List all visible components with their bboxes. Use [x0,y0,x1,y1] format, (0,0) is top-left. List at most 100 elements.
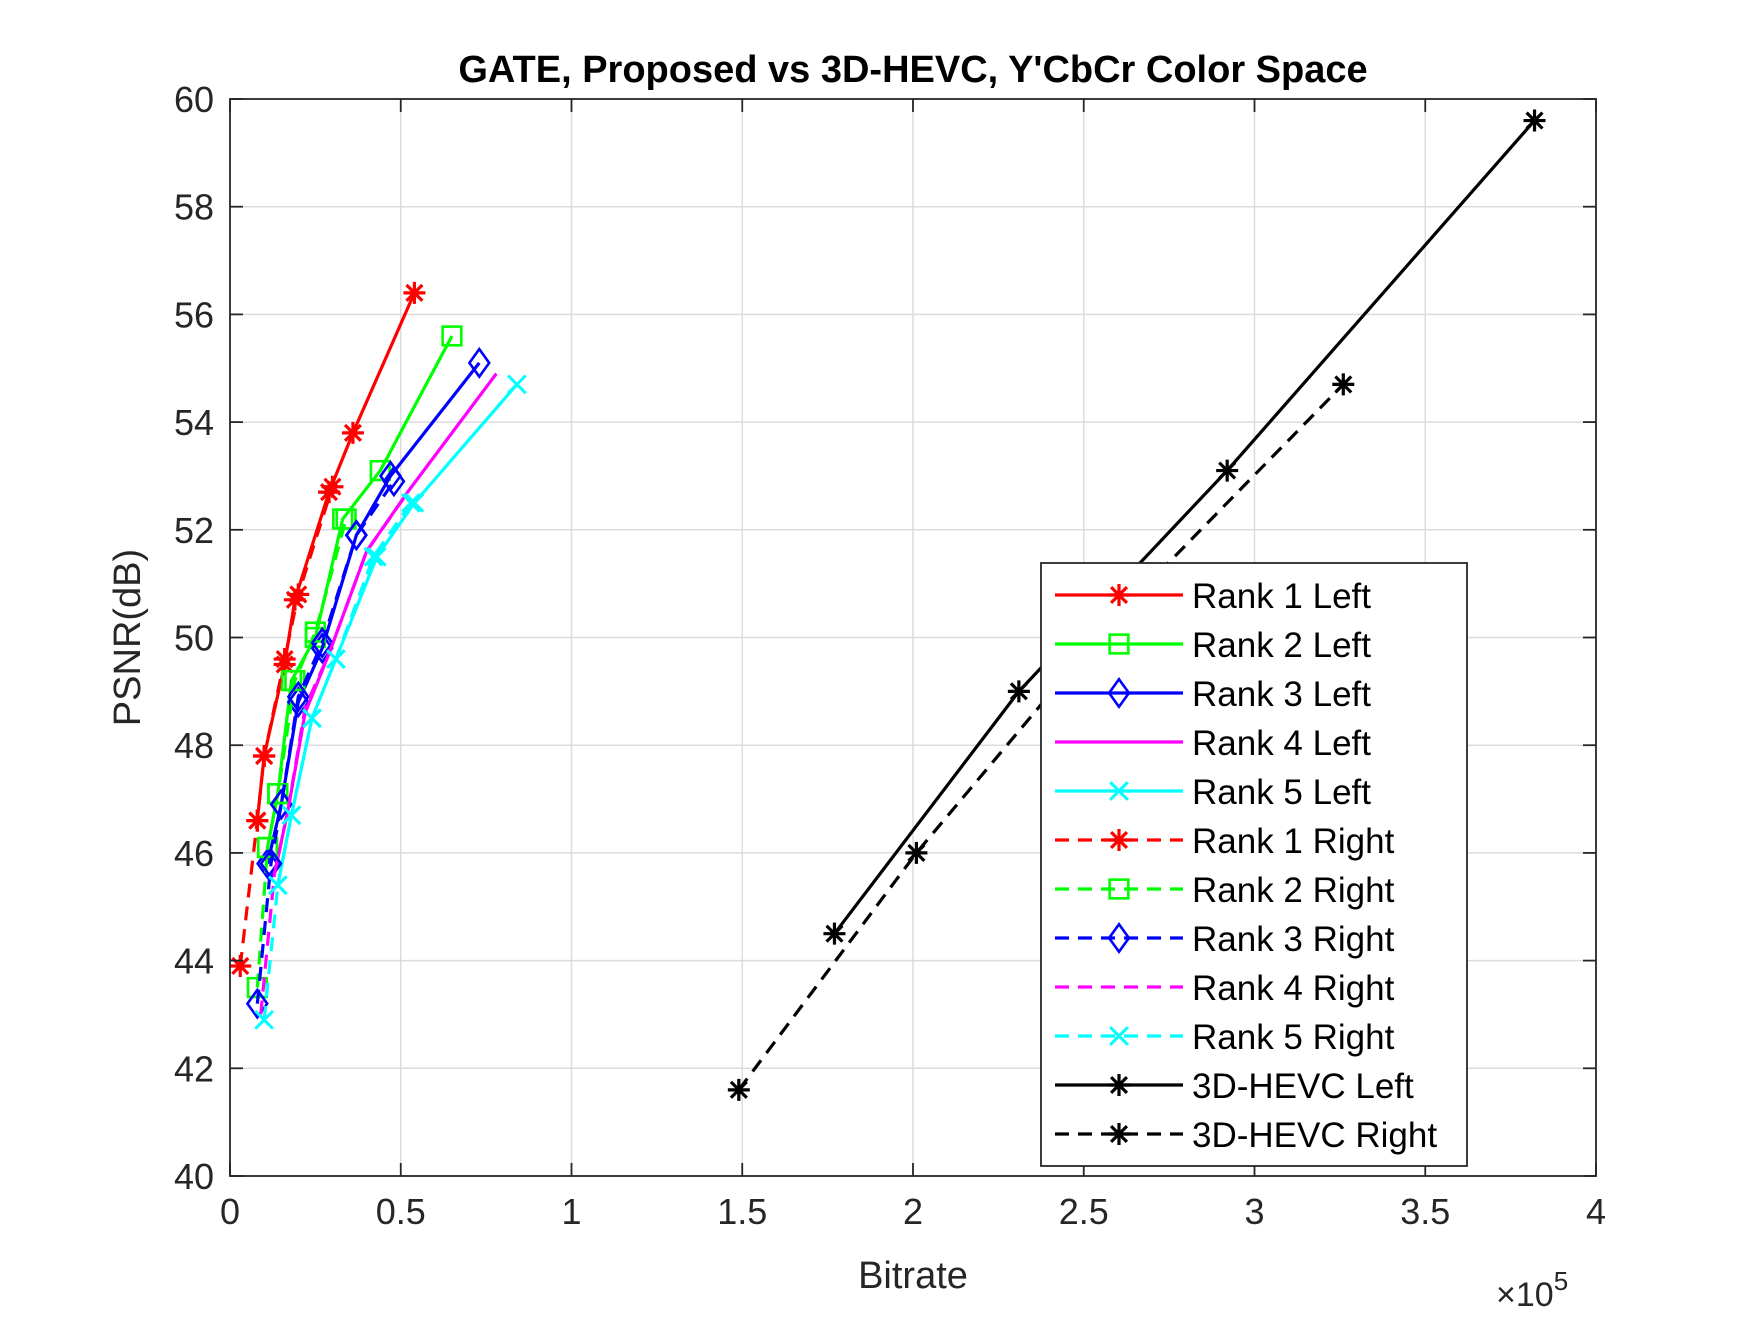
data-point-square [441,325,463,347]
data-point-diamond [310,632,334,665]
data-point-asterisk [1523,109,1546,132]
data-point-asterisk [823,922,846,945]
data-point-x [1109,781,1129,801]
x-tick-label: 3 [1244,1191,1264,1232]
data-point-asterisk [1108,829,1130,851]
data-point-asterisk [1108,584,1130,606]
y-tick-label: 56 [174,294,214,335]
data-point-asterisk [341,421,364,444]
data-point-x [281,805,302,826]
data-point-diamond [286,686,310,719]
data-point-diamond [269,788,293,821]
x-tick-label: 0.5 [376,1191,426,1232]
legend-item: Rank 1 Right [1055,822,1395,861]
data-point-x [363,546,384,567]
legend-item: Rank 5 Left [1055,773,1371,812]
legend: Rank 1 Left Rank 2 Left Rank 3 Left Rank 4 … [1040,562,1468,1167]
y-tick-label: 50 [174,618,214,659]
data-point-asterisk [273,648,296,671]
x-exponent-base: ×10 [1496,1276,1554,1313]
legend-label: Rank 3 Right [1192,920,1395,959]
data-point-diamond [286,680,310,713]
data-point-asterisk [905,841,928,864]
legend-item: Rank 5 Right [1055,1018,1395,1057]
data-point-diamond [256,847,280,880]
y-tick-label: 40 [174,1156,214,1197]
data-point-asterisk [287,583,310,606]
x-tick-label: 0 [220,1191,240,1232]
data-point-x [302,708,322,729]
y-tick-label: 48 [174,725,214,766]
data-point-x [267,875,288,896]
data-point-asterisk [321,475,344,498]
y-tick-label: 54 [174,402,214,443]
data-point-x [506,374,527,395]
legend-label: 3D-HEVC Right [1192,1116,1437,1155]
data-point-x [1109,1026,1129,1046]
legend-item: Rank 1 Left [1055,577,1371,616]
legend-item: Rank 4 Left [1055,724,1371,763]
legend-label: 3D-HEVC Left [1192,1067,1414,1106]
y-axis-label: PSNR(dB) [107,549,149,726]
data-point-square [1108,633,1130,655]
series-line [737,383,1345,1091]
series-line [259,496,406,1015]
legend-item: Rank 2 Left [1055,626,1371,665]
data-point-diamond [1107,922,1131,954]
data-point-asterisk [727,1078,750,1101]
data-point-asterisk [1007,680,1030,703]
data-point-diamond [382,465,406,498]
legend-label: Rank 4 Right [1192,969,1395,1008]
legend-label: Rank 2 Left [1192,626,1371,665]
data-point-asterisk [246,809,269,832]
legend-item: Rank 3 Right [1055,920,1395,959]
y-tick-label: 46 [174,833,214,874]
series-line [255,480,396,1004]
x-tick-label: 1 [561,1191,581,1232]
data-point-square [335,508,357,530]
data-point-asterisk [1332,373,1355,396]
data-point-diamond [310,626,334,659]
axis-ticks: 0 0.5 1 1.5 2 2.5 3 3.5 4 40 42 44 46 48 50 52 54 56 58 60 [174,79,1606,1232]
data-point-x [401,493,421,513]
data-point-diamond [467,346,491,379]
legend-label: Rank 5 Left [1192,773,1371,812]
y-tick-label: 42 [174,1048,214,1089]
legend-box [1040,562,1468,1167]
y-tick-label: 60 [174,79,214,120]
data-point-asterisk [253,744,276,767]
x-tick-label: 3.5 [1400,1191,1450,1232]
data-point-asterisk [229,954,252,977]
legend-item: 3D-HEVC Right [1055,1116,1437,1155]
chart-title: GATE, Proposed vs 3D-HEVC, Y'CbCr Color … [458,49,1367,91]
legend-label: Rank 5 Right [1192,1018,1395,1057]
series-rank-5-right [254,493,421,1030]
data-point-diamond [344,519,368,552]
x-tick-label: 1.5 [717,1191,767,1232]
legend-label: Rank 2 Right [1192,871,1395,910]
x-tick-label: 4 [1586,1191,1606,1232]
data-point-diamond [245,987,269,1020]
data-point-square [267,783,289,805]
legend-item: Rank 2 Right [1055,871,1395,910]
y-tick-label: 44 [174,941,214,982]
data-point-asterisk [403,281,426,304]
legend-item: Rank 3 Left [1055,675,1371,714]
series-line [238,486,334,967]
x-tick-label: 2.5 [1059,1191,1109,1232]
legend-label: Rank 1 Right [1192,822,1395,861]
data-point-square [369,459,391,482]
legend-item: Rank 4 Right [1055,969,1395,1008]
legend-label: Rank 4 Left [1192,724,1371,763]
series-rank-1-right [229,475,344,977]
data-point-asterisk [1108,1074,1130,1096]
y-tick-label: 52 [174,510,214,551]
series-rank-3-right [245,465,406,1020]
x-tick-label: 2 [903,1191,923,1232]
data-point-x [326,649,346,669]
series-rank-4-right [259,496,406,1015]
legend-label: Rank 1 Left [1192,577,1371,616]
data-point-square [1108,878,1130,900]
